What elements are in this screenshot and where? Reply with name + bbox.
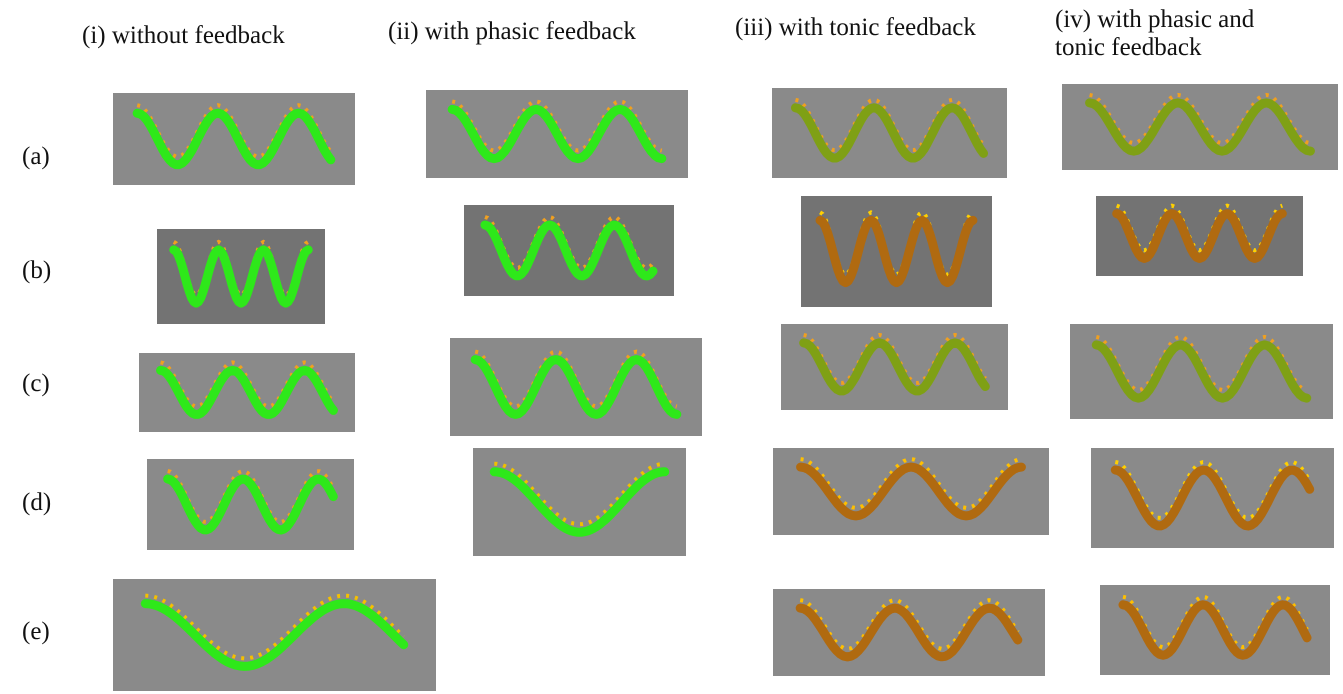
page: {"columns": ["(i) without feedback", "(i…: [0, 0, 1343, 694]
panel: [1091, 448, 1334, 548]
panel: [773, 589, 1045, 676]
panel: [147, 459, 354, 550]
panel: [773, 448, 1049, 535]
panels: [0, 0, 1343, 694]
figure: (i) without feedback (ii) with phasic fe…: [0, 0, 1343, 694]
panel: [1100, 585, 1330, 675]
